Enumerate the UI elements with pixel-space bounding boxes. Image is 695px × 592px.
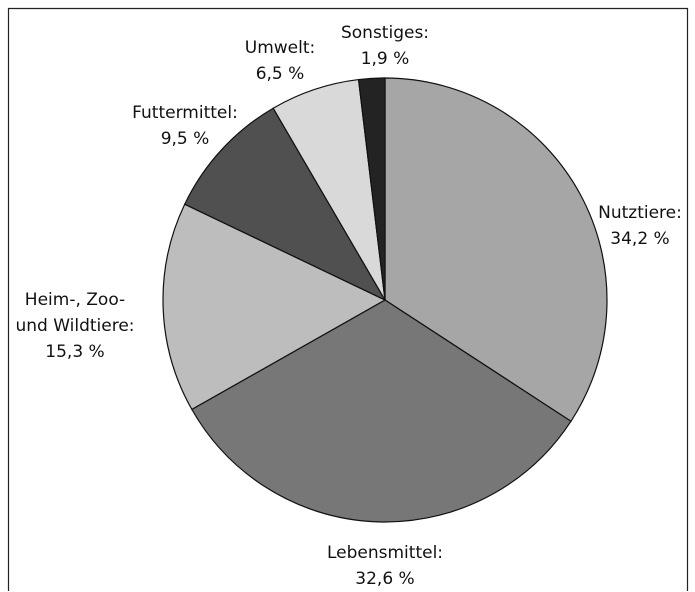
frame [7, 7, 689, 591]
category-label: Futtermittel: [132, 103, 238, 123]
slice-label: Heim-, Zoo- und Wildtiere: 15,3 % [15, 287, 134, 365]
category-label: Umwelt: [244, 38, 316, 58]
value-label: 6,5 % [255, 64, 305, 84]
category-label: Lebensmittel: [326, 543, 444, 563]
slice-label: Umwelt: 6,5 % [245, 35, 315, 87]
value-label: 1,9 % [360, 49, 410, 69]
category-label: Nutztiere: [598, 203, 682, 223]
pie-slice [384, 77, 608, 423]
category-label: Sonstiges: [340, 23, 430, 43]
pie-slice [183, 107, 387, 302]
value-label: 34,2 % [610, 229, 670, 249]
slice-label: Sonstiges: 1,9 % [341, 20, 429, 72]
slice-label: Nutztiere: 34,2 % [598, 200, 682, 252]
category-label: Heim-, Zoo- und Wildtiere: [15, 290, 135, 336]
pie-slice [357, 77, 386, 301]
value-label: 32,6 % [355, 569, 415, 589]
slice-label: Lebensmittel: 32,6 % [327, 540, 443, 592]
pie-slice [162, 203, 387, 411]
pie-slice [191, 299, 572, 523]
slice-label: Futtermittel: 9,5 % [132, 100, 238, 152]
value-label: 15,3 % [45, 342, 105, 362]
value-label: 9,5 % [160, 129, 210, 149]
